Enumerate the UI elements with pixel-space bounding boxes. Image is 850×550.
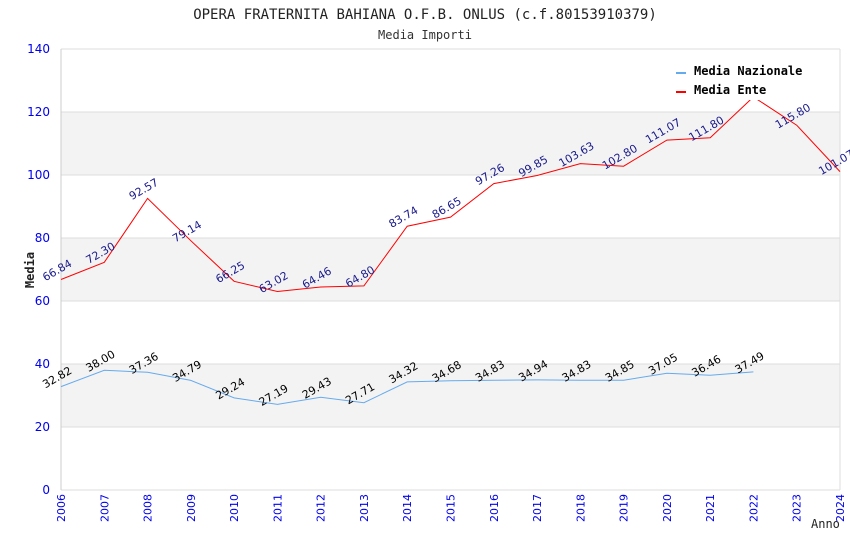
data-label: 92.57 — [127, 176, 161, 203]
x-tick-label: 2021 — [704, 494, 717, 522]
x-tick-label: 2014 — [401, 494, 414, 522]
y-tick-label: 80 — [35, 231, 50, 245]
chart-title: OPERA FRATERNITA BAHIANA O.F.B. ONLUS (c… — [193, 7, 657, 23]
x-tick-label: 2011 — [271, 494, 284, 522]
x-tick-label: 2017 — [531, 494, 544, 522]
legend: Media Nazionale Media Ente — [668, 60, 818, 100]
y-tick-label: 40 — [35, 357, 50, 371]
y-tick-label: 20 — [35, 420, 50, 434]
x-tick-label: 2006 — [55, 494, 68, 522]
series-line-ente — [60, 96, 841, 293]
x-tick-label: 2007 — [98, 494, 111, 522]
y-tick-label: 120 — [27, 105, 50, 119]
y-tick-label: 60 — [35, 294, 50, 308]
x-tick-label: 2018 — [574, 494, 587, 522]
x-tick-label: 2019 — [618, 494, 631, 522]
x-tick-label: 2022 — [747, 494, 760, 522]
legend-label-nazionale: Media Nazionale — [694, 64, 802, 78]
x-tick-label: 2024 — [834, 494, 847, 522]
chart-subtitle: Media Importi — [378, 28, 472, 42]
legend-label-ente: Media Ente — [694, 83, 766, 97]
x-tick-label: 2009 — [185, 494, 198, 522]
x-tick-label: 2008 — [142, 494, 155, 522]
x-tick-label: 2013 — [358, 494, 371, 522]
y-axis-label: Media — [23, 252, 37, 288]
x-tick-label: 2012 — [315, 494, 328, 522]
x-tick-label: 2015 — [445, 494, 458, 522]
grid-band — [61, 238, 840, 301]
grid-band — [61, 364, 840, 427]
legend-background — [668, 60, 818, 100]
x-tick-label: 2010 — [228, 494, 241, 522]
data-label: 83.74 — [387, 204, 421, 231]
y-tick-label: 0 — [42, 483, 50, 497]
y-tick-label: 140 — [27, 42, 50, 56]
series-line-nazionale — [60, 369, 754, 405]
x-tick-label: 2016 — [488, 494, 501, 522]
grid-band — [61, 112, 840, 175]
x-tick-label: 2023 — [791, 494, 804, 522]
y-tick-label: 100 — [27, 168, 50, 182]
x-axis-label: Anno — [811, 517, 840, 531]
x-tick-label: 2020 — [661, 494, 674, 522]
